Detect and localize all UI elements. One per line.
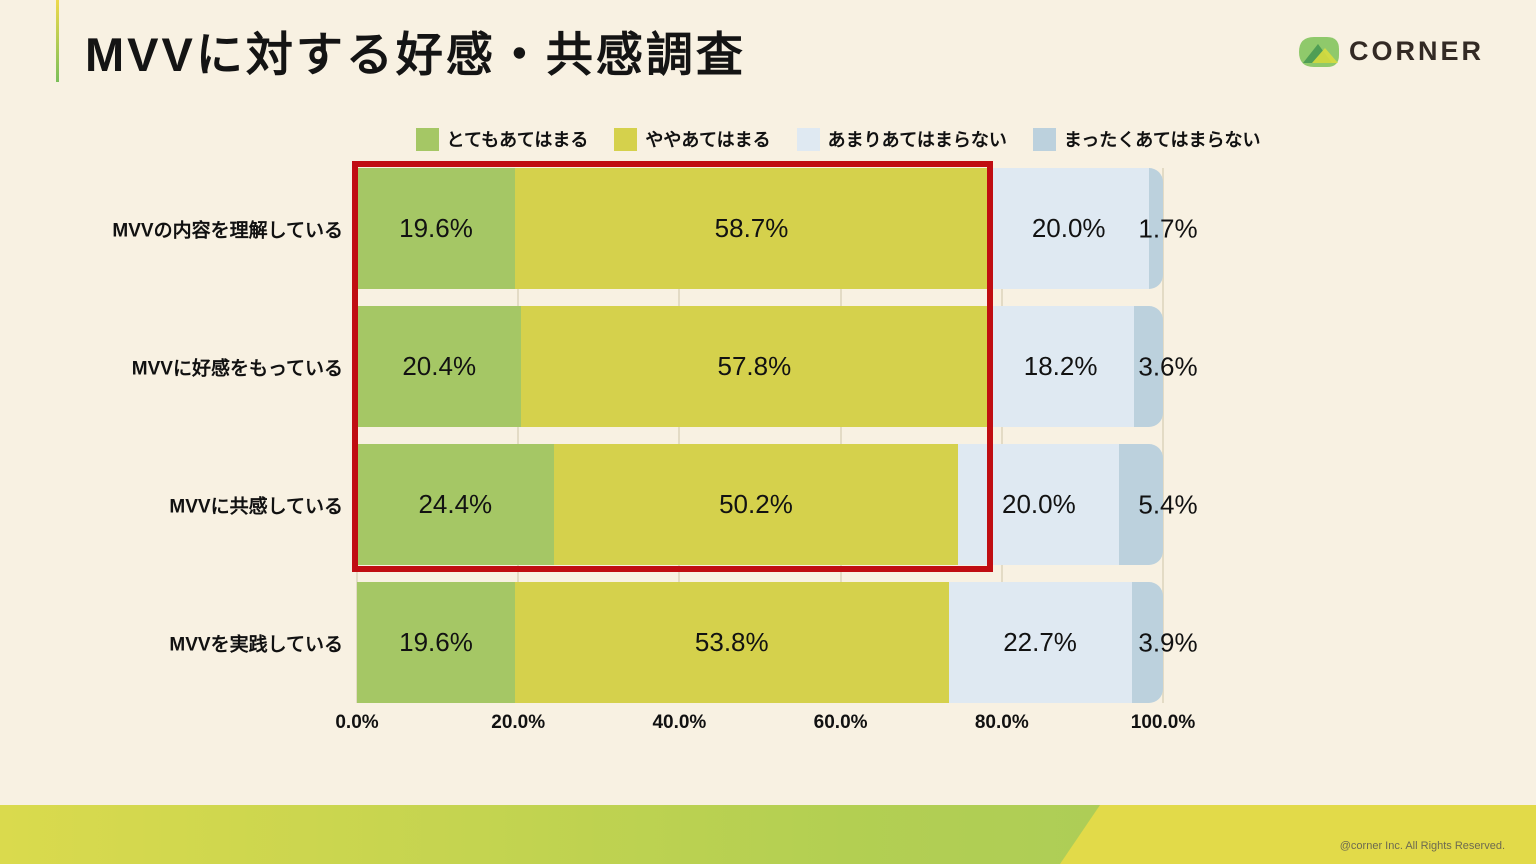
legend-item-3: まったくあてはまらない (1032, 126, 1261, 152)
x-axis-tick-label: 60.0% (813, 712, 868, 733)
bar-segment: 24.4% (357, 444, 554, 565)
segment-value-label: 19.6% (399, 627, 473, 657)
gridline (1000, 168, 1003, 703)
legend-item-0: とてもあてはまる (415, 126, 589, 152)
corner-logo-text: CORNER (1348, 36, 1484, 66)
segment-value-label: 20.0% (1001, 489, 1076, 519)
bar-row: 24.4% 50.2% 20.0% 5.4% (357, 444, 1198, 565)
plot-area: 19.6% 58.7% 20.0% 1.7% 20.4% 57.8% 18.2% 3.6% 24… (356, 168, 1198, 703)
footer-copyright: @corner Inc. All Rights Reserved. (1339, 840, 1505, 852)
x-axis-tick-label: 0.0% (335, 712, 379, 733)
gridline (678, 168, 681, 703)
bar-segment (1133, 306, 1163, 427)
bar-row: 19.6% 53.8% 22.7% 3.9% (357, 582, 1198, 703)
segment-value-label: 58.7% (714, 213, 789, 243)
segment-value-label-outside: 5.4% (1138, 489, 1198, 519)
segment-value-label: 22.7% (1003, 627, 1077, 657)
segment-value-label-outside: 3.9% (1138, 627, 1198, 657)
category-label: MVVに共感している (169, 496, 343, 517)
corner-logo: CORNER (1298, 36, 1484, 67)
segment-value-label: 20.4% (402, 351, 477, 381)
bar-segment: 19.6% (357, 168, 515, 289)
bar-segment: 20.4% (357, 306, 522, 427)
bar-segment: 58.7% (514, 168, 989, 289)
legend-swatch-icon (796, 127, 820, 151)
segment-value-label: 57.8% (717, 351, 792, 381)
segment-value-label: 24.4% (418, 489, 493, 519)
segment-value-label: 20.0% (1031, 213, 1106, 243)
bar-row: 19.6% 58.7% 20.0% 1.7% (357, 168, 1198, 289)
gridline (517, 168, 520, 703)
bar-segment: 19.6% (357, 582, 515, 703)
legend-item-1: ややあてはまる (614, 126, 771, 152)
legend-swatch-icon (415, 127, 439, 151)
x-axis-tick-label: 80.0% (974, 712, 1029, 733)
bar-segment: 18.2% (987, 306, 1134, 427)
segment-value-label-outside: 3.6% (1138, 351, 1198, 381)
footer-yellow-block (1060, 805, 1536, 864)
segment-value-label: 19.6% (399, 213, 473, 243)
legend-item-2: あまりあてはまらない (796, 126, 1007, 152)
segment-value-label-outside: 1.7% (1138, 213, 1198, 243)
segment-value-label: 53.8% (694, 627, 769, 657)
page-title: MVVに対する好感・共感調査 (85, 28, 746, 81)
legend-swatch-icon (1032, 127, 1056, 151)
bar-segment: 20.0% (988, 168, 1150, 289)
gridline (1162, 168, 1164, 703)
bar-segment (1119, 444, 1163, 565)
x-axis-tick-label: 100.0% (1130, 712, 1196, 733)
footer-band: @corner Inc. All Rights Reserved. (0, 805, 1536, 864)
bar-segment (1131, 582, 1163, 703)
bar-segment: 22.7% (948, 582, 1132, 703)
gridline (839, 168, 842, 703)
bar-segment (1149, 168, 1163, 289)
bar-segment: 53.8% (514, 582, 949, 703)
corner-logo-icon (1298, 36, 1339, 67)
segment-value-label: 18.2% (1023, 351, 1098, 381)
legend-label: まったくあてはまらない (1063, 130, 1261, 150)
segment-value-label: 50.2% (719, 489, 793, 519)
legend-label: あまりあてはまらない (827, 130, 1007, 150)
bar-segment: 57.8% (521, 306, 988, 427)
bar-segment: 20.0% (958, 444, 1120, 565)
x-axis-tick-label: 20.0% (491, 712, 546, 733)
chart-legend: とてもあてはまる ややあてはまる あまりあてはまらない まったくあてはまらない (0, 124, 1536, 154)
category-label: MVVを実践している (169, 634, 343, 655)
legend-label: ややあてはまる (645, 130, 771, 150)
x-axis-tick-label: 40.0% (652, 712, 707, 733)
category-label: MVVの内容を理解している (112, 220, 343, 241)
legend-swatch-icon (614, 127, 638, 151)
category-label: MVVに好感をもっている (131, 358, 343, 379)
bar-row: 20.4% 57.8% 18.2% 3.6% (357, 306, 1198, 427)
bar-segment: 50.2% (553, 444, 959, 565)
title-accent-line (56, 0, 59, 82)
legend-label: とてもあてはまる (446, 130, 589, 150)
